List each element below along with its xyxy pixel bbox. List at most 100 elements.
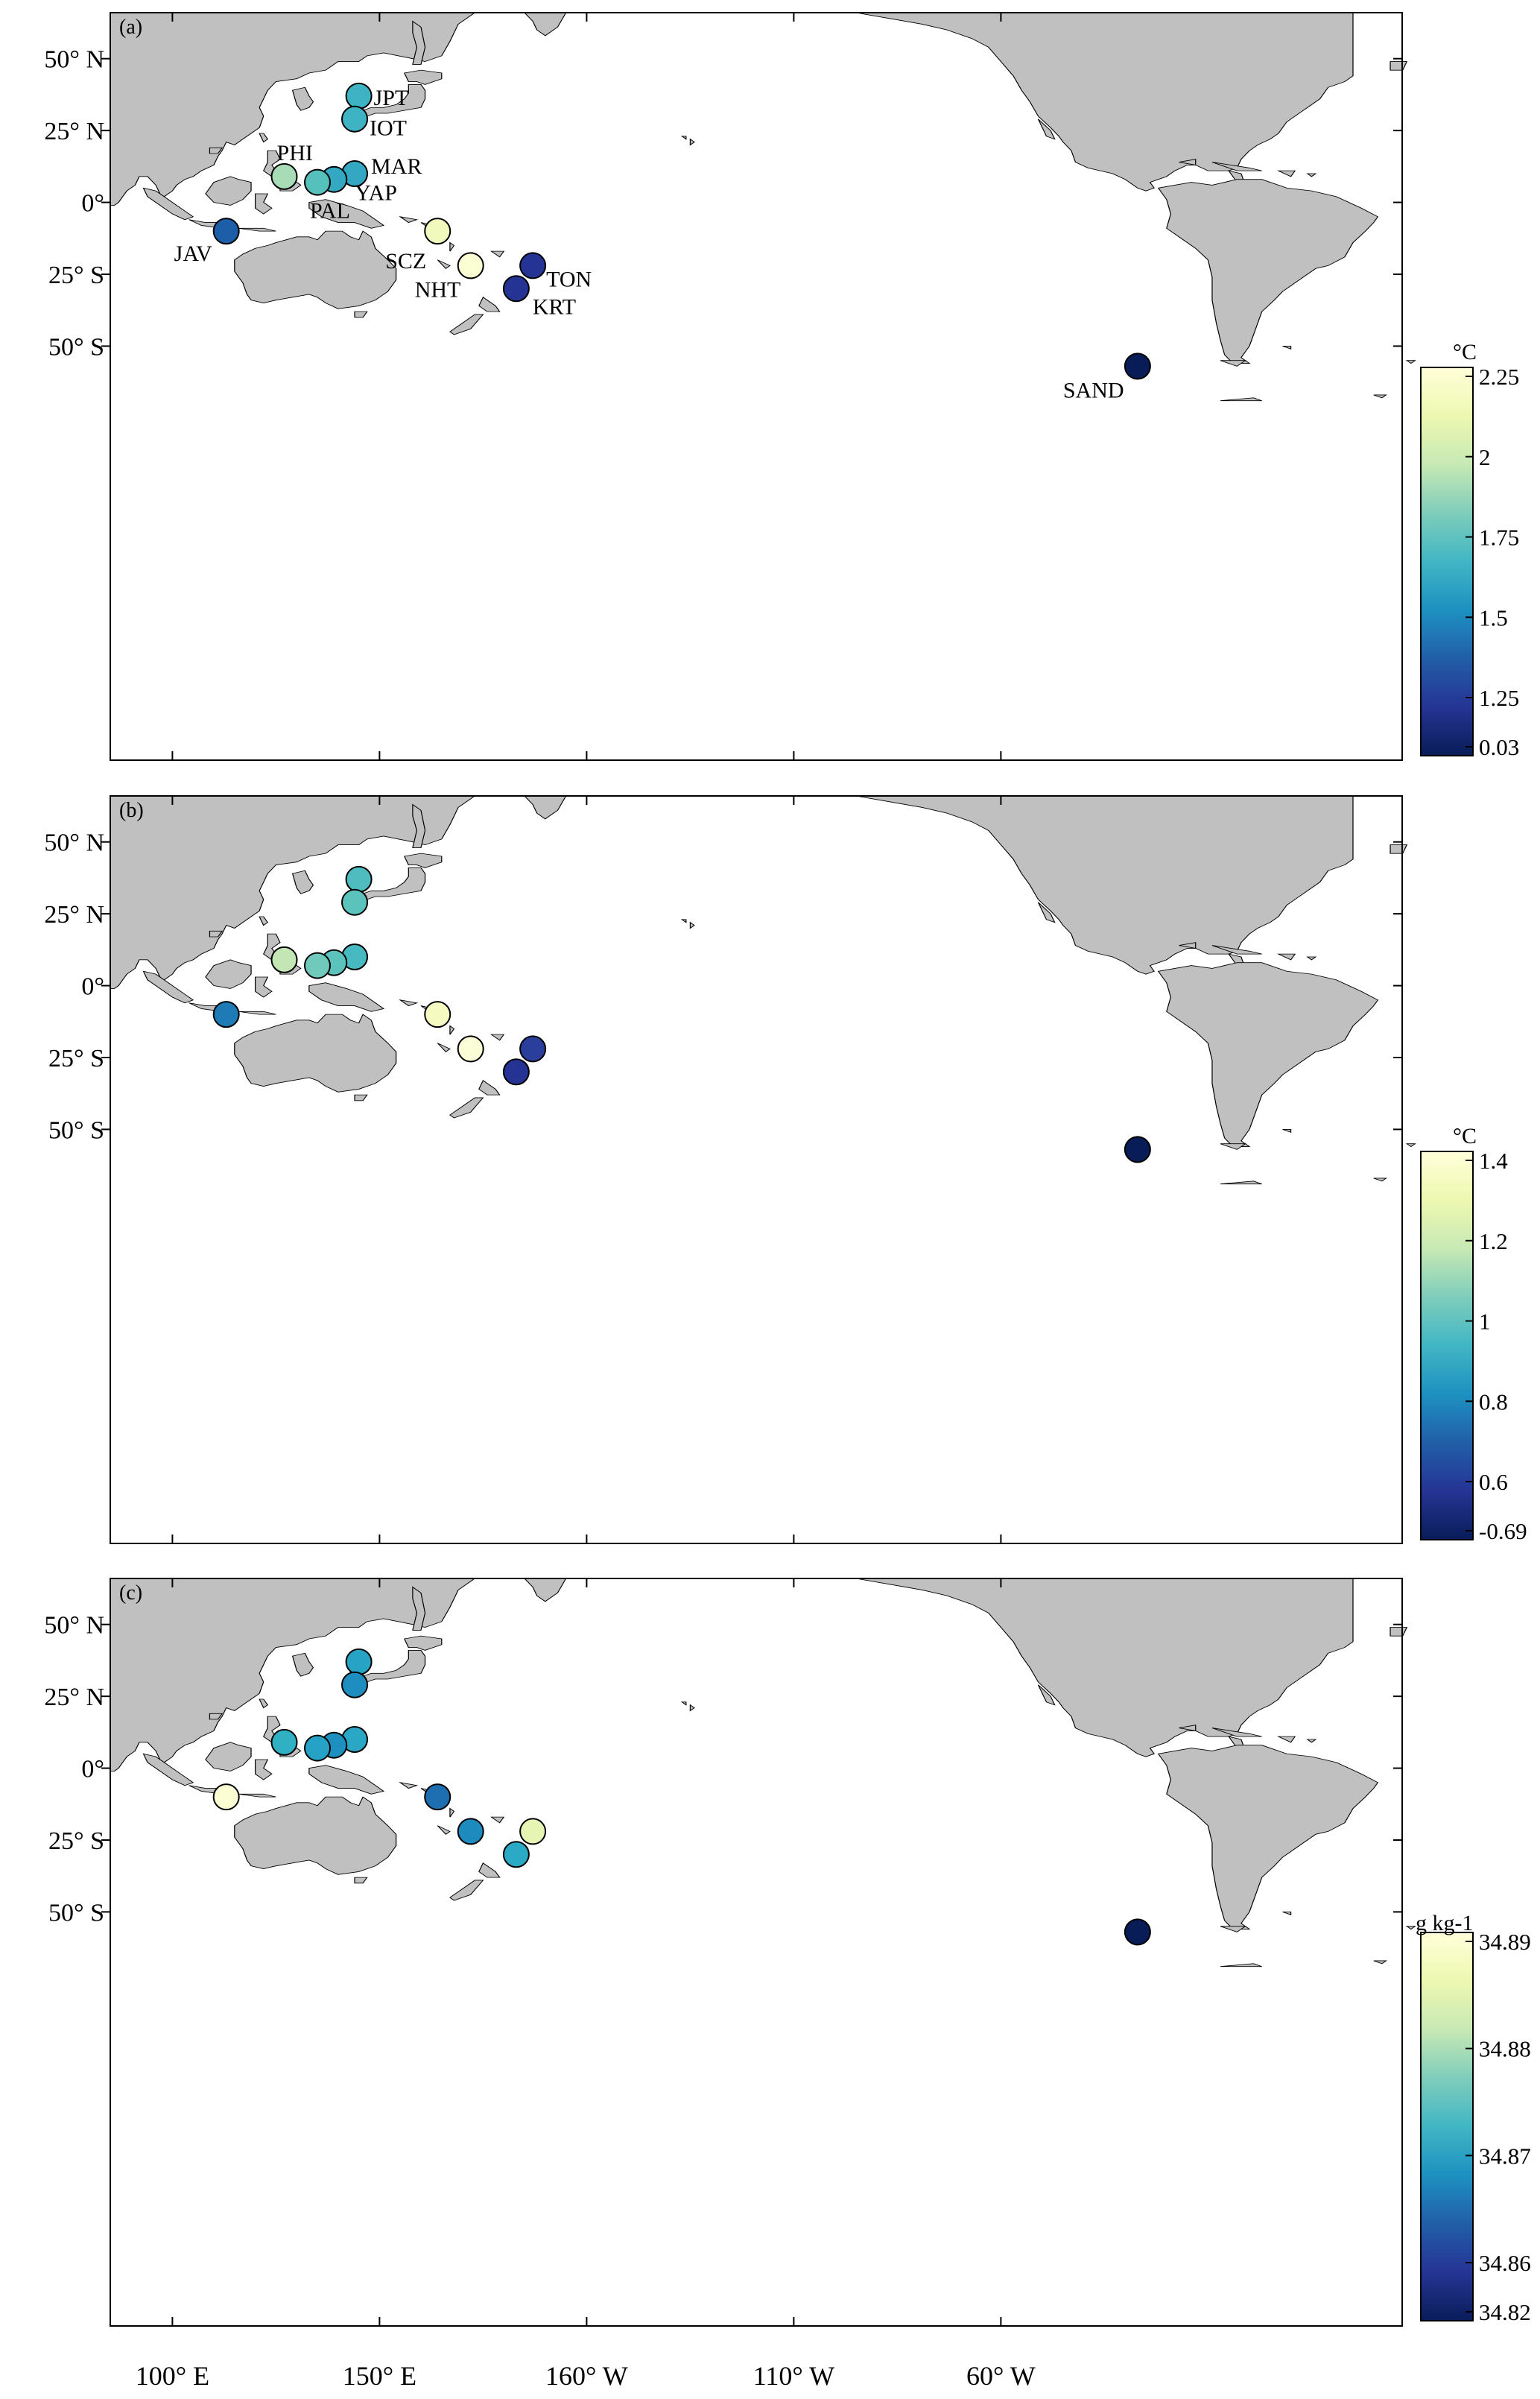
lat-label: 50° N bbox=[44, 46, 104, 74]
lon-label: 110° W bbox=[753, 2361, 834, 2391]
map-panel-b: (b) 50° N 25° N 0° 25° S 50° S °C 1.4 1.2 1 0.8… bbox=[44, 796, 1527, 1544]
colorbar-a: °C 2.25 2 1.75 1.5 1.25 0.03 bbox=[1420, 340, 1519, 760]
lon-axis: 100° E 150° E 160° W 110° W 60° W bbox=[136, 2361, 1036, 2391]
lat-label: 50° S bbox=[48, 1899, 104, 1927]
site-marker bbox=[457, 252, 484, 279]
colorbar-ramp-a bbox=[1420, 367, 1474, 756]
site-marker bbox=[424, 1783, 451, 1811]
site-marker bbox=[270, 946, 298, 973]
colorbar-tick-label: 2.25 bbox=[1479, 364, 1519, 390]
panel-label-a: (a) bbox=[119, 16, 142, 39]
lat-label: 0° bbox=[81, 973, 104, 1001]
colorbar-c: g kg-1 34.89 34.88 34.87 34.86 34.82 bbox=[1416, 1911, 1531, 2325]
site-label: TON bbox=[546, 267, 592, 291]
site-label: MAR bbox=[371, 154, 422, 179]
colorbar-tick-label: 1.4 bbox=[1479, 1148, 1508, 1174]
colorbar-unit-a: °C bbox=[1453, 340, 1477, 364]
site-marker bbox=[345, 1648, 373, 1675]
site-marker bbox=[341, 888, 369, 916]
lat-label: 0° bbox=[81, 1756, 104, 1783]
colorbar-tick-label: 1.25 bbox=[1479, 685, 1519, 711]
colorbar-unit-c: g kg-1 bbox=[1416, 1911, 1474, 1935]
sites-b bbox=[212, 865, 1151, 1163]
sites-c bbox=[212, 1648, 1151, 1946]
map-panel-a: (a) 50° N 25° N 0° 25° S 50° S JPT IOT PHI MARY… bbox=[44, 12, 1519, 761]
site-marker bbox=[270, 162, 298, 190]
site-marker bbox=[519, 252, 547, 279]
lat-label: 50° S bbox=[48, 333, 104, 361]
site-marker bbox=[304, 1734, 331, 1762]
colorbar-ramp-b bbox=[1420, 1151, 1474, 1540]
site-marker bbox=[212, 1783, 240, 1811]
lat-label: 25° N bbox=[44, 901, 104, 929]
site-marker bbox=[424, 1001, 451, 1028]
site-marker bbox=[341, 105, 369, 133]
map-frame-a bbox=[110, 12, 1403, 761]
map-panel-c: (c) 50° N 25° N 0° 25° S 50° S g kg-1 34.89 3… bbox=[44, 1578, 1531, 2327]
site-label: KRT bbox=[533, 294, 576, 319]
colorbar-tick-label: 34.86 bbox=[1479, 2250, 1531, 2276]
site-marker bbox=[457, 1818, 484, 1845]
site-marker bbox=[212, 218, 240, 245]
colorbar-b: °C 1.4 1.2 1 0.8 0.6 -0.69 bbox=[1420, 1124, 1527, 1544]
lat-axis-c: 50° N 25° N 0° 25° S 50° S bbox=[44, 1578, 1402, 2326]
site-marker bbox=[341, 1671, 369, 1698]
lat-label: 50° S bbox=[48, 1116, 104, 1144]
site-label: PAL bbox=[310, 199, 350, 224]
colorbar-tick-label: 2 bbox=[1479, 444, 1491, 470]
colorbar-tick-label: 34.89 bbox=[1479, 1929, 1531, 1955]
lon-label: 160° W bbox=[545, 2361, 628, 2391]
site-marker bbox=[502, 1058, 530, 1086]
site-marker bbox=[502, 275, 530, 303]
site-marker bbox=[304, 952, 331, 979]
site-label: SCZ bbox=[385, 249, 426, 274]
site-marker bbox=[1124, 1136, 1151, 1163]
site-marker bbox=[1124, 353, 1151, 380]
colorbar-tick-label: 34.82 bbox=[1479, 2299, 1531, 2325]
site-label: JPT bbox=[374, 86, 409, 110]
map-frame-b bbox=[110, 795, 1403, 1544]
site-marker bbox=[304, 168, 331, 196]
site-marker bbox=[345, 865, 373, 893]
lat-label: 25° N bbox=[44, 1684, 104, 1711]
colorbar-ramp-c bbox=[1420, 1932, 1474, 2321]
panel-label-b: (b) bbox=[119, 799, 144, 822]
lon-label: 150° E bbox=[343, 2361, 416, 2391]
site-marker bbox=[519, 1035, 547, 1063]
landmass-b bbox=[110, 796, 1415, 1184]
site-marker bbox=[424, 218, 451, 245]
site-label: IOT bbox=[370, 116, 407, 141]
site-label: YAP bbox=[355, 181, 397, 206]
colorbar-tick-label: 34.88 bbox=[1479, 2036, 1531, 2062]
panel-label-c: (c) bbox=[119, 1581, 142, 1605]
site-marker bbox=[345, 82, 373, 110]
site-label: JAV bbox=[174, 241, 212, 266]
lat-label: 25° N bbox=[44, 118, 104, 145]
colorbar-tick-label: -0.69 bbox=[1479, 1518, 1527, 1544]
landmass-c bbox=[110, 1578, 1415, 1967]
colorbar-tick-label: 1.75 bbox=[1479, 525, 1519, 551]
lat-label: 50° N bbox=[44, 829, 104, 857]
lat-label: 50° N bbox=[44, 1612, 104, 1640]
lat-label: 25° S bbox=[48, 1045, 104, 1072]
site-marker bbox=[212, 1001, 240, 1028]
colorbar-tick-label: 1.2 bbox=[1479, 1228, 1508, 1254]
colorbar-tick-label: 1.5 bbox=[1479, 604, 1508, 630]
site-label: PHI bbox=[277, 141, 313, 165]
site-marker bbox=[519, 1818, 547, 1845]
colorbar-unit-b: °C bbox=[1453, 1124, 1477, 1148]
landmass-a bbox=[110, 13, 1415, 401]
colorbar-tick-label: 34.87 bbox=[1479, 2143, 1531, 2169]
colorbar-tick-label: 1 bbox=[1479, 1309, 1491, 1335]
site-label: NHT bbox=[415, 277, 461, 302]
map-frame-c bbox=[110, 1578, 1403, 2327]
colorbar-tick-label: 0.6 bbox=[1479, 1469, 1508, 1495]
lat-label: 25° S bbox=[48, 262, 104, 289]
site-marker bbox=[457, 1035, 484, 1063]
site-marker bbox=[502, 1841, 530, 1868]
site-label: SAND bbox=[1063, 378, 1124, 402]
lat-label: 25° S bbox=[48, 1827, 104, 1855]
lat-axis-a: 50° N 25° N 0° 25° S 50° S bbox=[44, 13, 1402, 760]
